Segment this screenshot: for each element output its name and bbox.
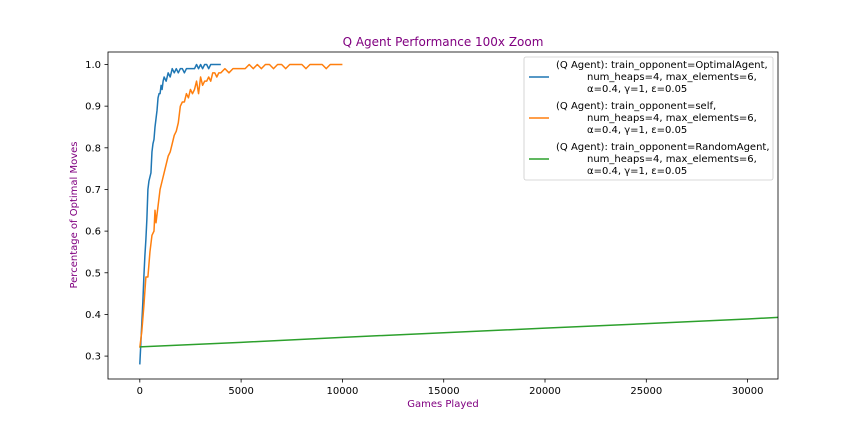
legend-box	[523, 56, 774, 181]
y-tick-label: 0.3	[85, 352, 101, 363]
y-tick-label: 1.0	[85, 60, 101, 71]
legend-label-1: (Q Agent): train_opponent=OptimalAgent, n…	[556, 60, 768, 95]
series-line-1	[139, 63, 221, 365]
x-tick-label: 15000	[428, 386, 460, 397]
series-line-2	[139, 63, 343, 348]
x-tick-label: 0	[137, 386, 143, 397]
series-line-3	[139, 316, 778, 348]
y-axis-title: Percentage of Optimal Moves	[69, 141, 80, 288]
y-tick-label: 0.4	[85, 310, 101, 321]
x-axis-title: Games Played	[407, 399, 479, 410]
x-tick-label: 10000	[327, 386, 359, 397]
x-axis: 0 5000 10000 15000 20000 25000 30000	[137, 379, 764, 397]
legend-label-2: (Q Agent): train_opponent=self, num_heaps…	[556, 101, 757, 136]
legend-label-3: (Q Agent): train_opponent=RandomAgent, nu…	[556, 142, 770, 177]
x-tick-label: 25000	[630, 386, 662, 397]
x-tick-label: 30000	[732, 386, 764, 397]
chart-title: Q Agent Performance 100x Zoom	[343, 35, 544, 49]
y-tick-label: 0.7	[85, 185, 101, 196]
legend: (Q Agent): train_opponent=OptimalAgent, n…	[523, 56, 774, 181]
y-tick-label: 0.9	[85, 102, 101, 113]
plot-lines	[139, 63, 778, 365]
y-tick-label: 0.5	[85, 268, 101, 279]
y-tick-label: 0.6	[85, 227, 101, 238]
y-axis: 0.3 0.4 0.5 0.6 0.7 0.8 0.9 1.0	[85, 60, 108, 363]
x-tick-label: 20000	[529, 386, 561, 397]
axes-frame	[107, 51, 779, 380]
y-tick-label: 0.8	[85, 143, 101, 154]
x-tick-label: 5000	[228, 386, 253, 397]
